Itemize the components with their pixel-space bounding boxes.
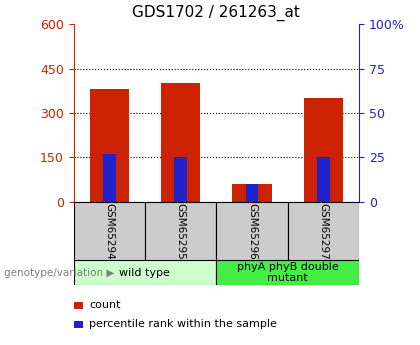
Title: GDS1702 / 261263_at: GDS1702 / 261263_at [132,5,300,21]
Text: GSM65295: GSM65295 [176,203,186,259]
Text: phyA phyB double
mutant: phyA phyB double mutant [237,262,339,283]
Text: genotype/variation ▶: genotype/variation ▶ [4,268,115,277]
Text: GSM65296: GSM65296 [247,203,257,259]
Bar [216,260,359,285]
Bar [232,184,272,202]
Bar [304,98,343,202]
Bar [174,157,187,202]
Bar [161,83,200,202]
Text: count: count [89,300,121,310]
Bar [74,202,145,260]
Text: GSM65297: GSM65297 [318,203,328,259]
Bar [145,202,216,260]
Bar [74,260,216,285]
Bar [246,184,258,202]
Bar [103,154,116,202]
Text: GSM65294: GSM65294 [104,203,114,259]
Bar [288,202,359,260]
Bar [216,202,288,260]
Bar [317,157,330,202]
Text: percentile rank within the sample: percentile rank within the sample [89,319,277,329]
Bar [89,89,129,202]
Text: wild type: wild type [119,268,171,277]
